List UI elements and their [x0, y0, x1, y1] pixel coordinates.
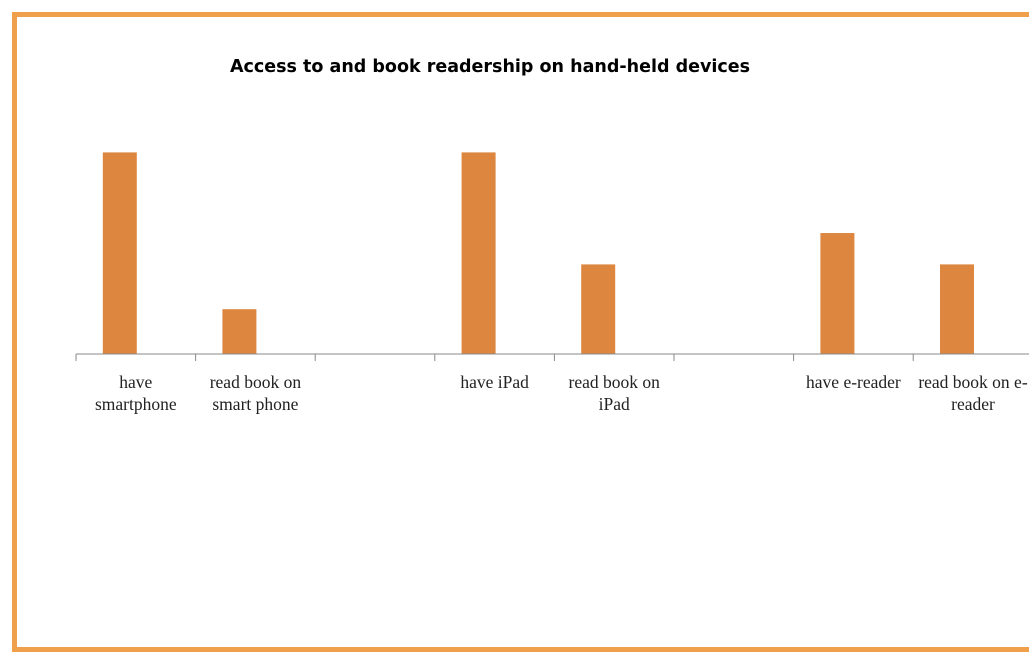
- bar: [581, 264, 616, 354]
- bar: [820, 233, 855, 354]
- chart: Access to and book readership on hand-he…: [75, 57, 1029, 361]
- x-tick-label: have iPad: [460, 372, 529, 392]
- bar: [222, 309, 257, 354]
- x-tick-label: have smartphone: [94, 372, 177, 414]
- bar: [102, 152, 137, 354]
- x-tick-label: read book on e-reader: [918, 372, 1028, 414]
- x-tick-label: read book on iPad: [568, 372, 660, 414]
- page: {"chart_data": {"type": "bar", "title": …: [12, 12, 1029, 652]
- bar: [940, 264, 974, 354]
- bar: [461, 152, 496, 354]
- x-tick-label: have e-reader: [806, 372, 901, 392]
- chart-title: Access to and book readership on hand-he…: [230, 57, 750, 77]
- x-tick-label: read book on smart phone: [209, 372, 302, 414]
